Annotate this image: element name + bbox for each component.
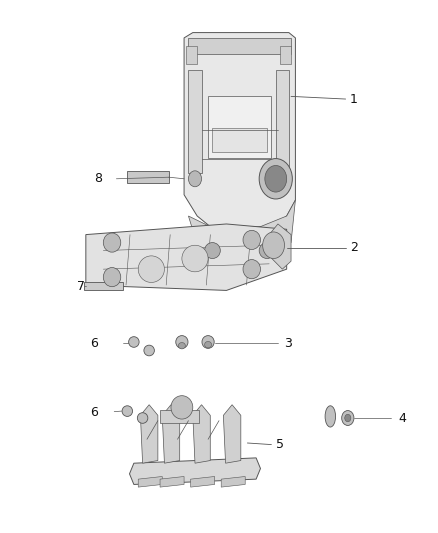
Bar — [188, 38, 291, 54]
Ellipse shape — [144, 345, 154, 356]
Ellipse shape — [176, 336, 188, 349]
Polygon shape — [221, 477, 245, 487]
Ellipse shape — [259, 159, 292, 199]
Ellipse shape — [342, 410, 354, 425]
Polygon shape — [223, 405, 241, 463]
Bar — [327, 413, 333, 416]
Polygon shape — [138, 477, 162, 487]
Bar — [212, 128, 267, 152]
Polygon shape — [256, 200, 295, 269]
Polygon shape — [184, 33, 295, 227]
Ellipse shape — [182, 245, 208, 272]
Bar — [280, 46, 291, 64]
Ellipse shape — [103, 268, 121, 287]
Text: 4: 4 — [398, 411, 406, 424]
Ellipse shape — [103, 233, 121, 252]
Bar — [127, 171, 169, 183]
Ellipse shape — [265, 165, 287, 192]
Text: 5: 5 — [276, 438, 284, 451]
Polygon shape — [162, 405, 180, 463]
Text: 6: 6 — [90, 337, 98, 350]
Ellipse shape — [138, 413, 148, 423]
Polygon shape — [86, 224, 287, 290]
Polygon shape — [191, 477, 215, 487]
Polygon shape — [130, 458, 261, 484]
Text: 3: 3 — [285, 337, 293, 350]
Bar — [186, 46, 197, 64]
Text: 6: 6 — [90, 406, 98, 419]
Polygon shape — [193, 405, 210, 463]
Ellipse shape — [129, 337, 139, 348]
Polygon shape — [160, 477, 184, 487]
Bar — [276, 70, 289, 173]
Ellipse shape — [171, 395, 193, 419]
Ellipse shape — [345, 414, 351, 422]
Ellipse shape — [138, 256, 164, 282]
Text: 8: 8 — [95, 172, 102, 185]
Ellipse shape — [205, 342, 212, 348]
Bar — [188, 70, 201, 173]
Bar — [208, 96, 272, 158]
Ellipse shape — [243, 230, 261, 249]
Ellipse shape — [263, 232, 285, 259]
Ellipse shape — [178, 343, 185, 349]
Polygon shape — [141, 405, 158, 463]
Ellipse shape — [188, 171, 201, 187]
Polygon shape — [188, 216, 228, 269]
Text: 7: 7 — [77, 280, 85, 293]
Ellipse shape — [325, 406, 336, 427]
Ellipse shape — [205, 243, 220, 259]
Bar — [160, 410, 199, 423]
Text: 1: 1 — [350, 93, 358, 106]
Ellipse shape — [122, 406, 133, 416]
Text: 2: 2 — [350, 241, 358, 254]
Polygon shape — [269, 224, 291, 269]
Ellipse shape — [259, 243, 275, 259]
Bar — [84, 282, 123, 290]
Ellipse shape — [243, 260, 261, 279]
Ellipse shape — [202, 336, 214, 349]
